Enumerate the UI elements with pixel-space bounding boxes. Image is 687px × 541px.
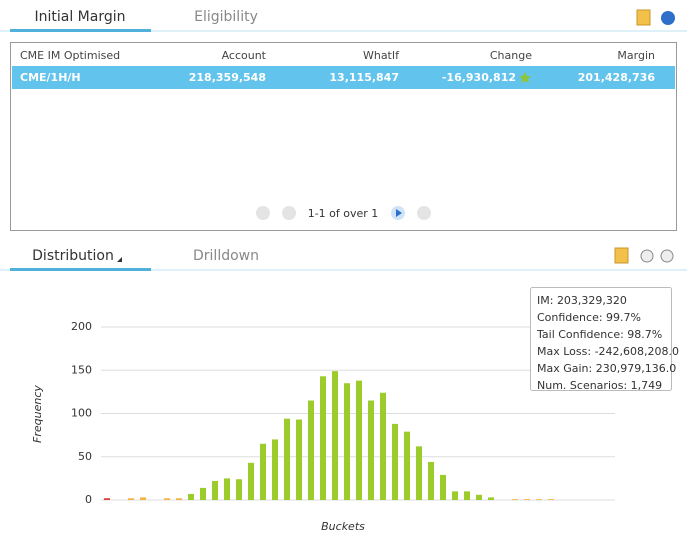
bar [272, 439, 278, 500]
bar [368, 400, 374, 500]
tab[interactable]: Initial Margin [34, 9, 125, 25]
y-tick-label: 50 [78, 450, 92, 463]
col-header: Change [490, 49, 532, 62]
bar [176, 498, 182, 500]
prev-page[interactable] [282, 206, 296, 220]
expand-icon[interactable] [660, 249, 674, 263]
tooltip-text: IM: 203,329,320 Confidence: 99.7% Tail Con… [536, 294, 679, 392]
bar [308, 400, 314, 500]
bar [140, 497, 146, 500]
bar [392, 423, 398, 500]
tooltip-line: Confidence: 99.7% [537, 311, 641, 324]
bar [188, 493, 194, 500]
bar [164, 498, 170, 500]
cell: 201,428,736 [578, 71, 656, 84]
bar [296, 419, 302, 500]
page-info: 1-1 of over 1 [308, 207, 379, 220]
bar [428, 461, 434, 500]
change-icon [519, 72, 531, 83]
bar [224, 478, 230, 500]
collapse-icon[interactable] [640, 249, 654, 263]
export-icon[interactable] [636, 9, 651, 26]
first-page[interactable] [256, 206, 270, 220]
y-tick-label: 150 [71, 363, 92, 376]
tooltip-line: Tail Confidence: 98.7% [536, 328, 662, 341]
y-tick-label: 0 [85, 493, 92, 506]
next-arrow [396, 209, 402, 217]
tab[interactable]: Distribution [32, 248, 114, 264]
bar [512, 499, 518, 500]
cell: CME/1H/H [20, 71, 81, 84]
tooltip-line: IM: 203,329,320 [537, 294, 627, 307]
tooltip-line: Num. Scenarios: 1,749 [537, 379, 662, 392]
tooltip-line: Max Gain: 230,979,136.0 [537, 362, 676, 375]
bar [344, 383, 350, 500]
tab-underline [10, 29, 151, 32]
bar [356, 380, 362, 500]
bar [200, 487, 206, 500]
bar [524, 499, 530, 500]
bar [320, 376, 326, 500]
bar [104, 498, 110, 500]
x-axis-label: Buckets [321, 520, 365, 533]
col-header: Margin [617, 49, 655, 62]
bar [488, 497, 494, 500]
cell: 13,115,847 [329, 71, 399, 84]
col-header: Account [222, 49, 267, 62]
bar [536, 499, 542, 500]
bar [332, 371, 338, 500]
bar [476, 494, 482, 500]
bar [248, 462, 254, 500]
bar [404, 431, 410, 500]
col-header: WhatIf [363, 49, 400, 62]
tooltip [530, 287, 672, 391]
tooltip-line: Max Loss: -242,608,208.0 [537, 345, 679, 358]
bar [260, 443, 266, 500]
tab-underline [10, 268, 151, 271]
bar [548, 499, 554, 500]
plot: 0 50 100 150 200 [71, 320, 615, 506]
y-axis-label: Frequency [31, 385, 44, 443]
bar [212, 480, 218, 500]
bar [440, 474, 446, 500]
selected-row[interactable] [12, 66, 675, 89]
last-page[interactable] [417, 206, 431, 220]
y-tick-label: 200 [71, 320, 92, 333]
tab[interactable]: Drilldown [193, 248, 259, 264]
y-tick-label: 100 [71, 407, 92, 420]
bar [128, 498, 134, 500]
info-icon[interactable] [661, 11, 675, 25]
bar [464, 491, 470, 500]
cell: -16,930,812 [442, 71, 516, 84]
bar [380, 392, 386, 500]
bar [452, 491, 458, 500]
bar [284, 418, 290, 500]
col-header: CME IM Optimised [20, 49, 120, 62]
cell: 218,359,548 [189, 71, 266, 84]
bar [416, 446, 422, 500]
sort-arrow [117, 257, 122, 262]
bar [236, 479, 242, 500]
export-icon[interactable] [614, 247, 629, 264]
tab[interactable]: Eligibility [194, 9, 258, 25]
